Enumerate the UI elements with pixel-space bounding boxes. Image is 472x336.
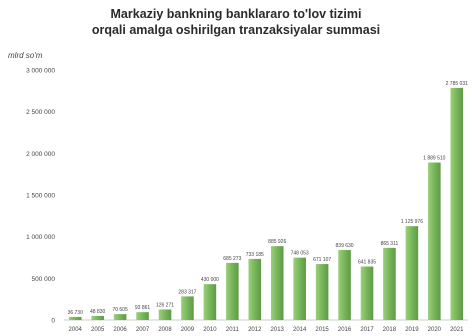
chart-title: Markaziy bankning banklararo to'lov tizi… xyxy=(110,7,362,21)
x-tick-label-2004: 2004 xyxy=(69,327,83,333)
x-tick-label-2006: 2006 xyxy=(113,327,127,333)
data-label-2017: 641 835 xyxy=(358,260,376,266)
x-tick-label-2007: 2007 xyxy=(136,327,150,333)
y-tick-label: 1 000 000 xyxy=(26,234,55,241)
bar-2004 xyxy=(68,316,82,320)
x-tick-label-2015: 2015 xyxy=(315,327,329,333)
x-tick-label-2005: 2005 xyxy=(91,327,105,333)
bar-2016 xyxy=(338,250,351,320)
data-label-2007: 93 861 xyxy=(135,305,151,311)
data-label-2012: 733 185 xyxy=(246,252,264,258)
bar-2018 xyxy=(383,247,396,320)
bar-2013 xyxy=(270,246,284,320)
y-tick-label: 0 xyxy=(51,318,55,325)
data-label-2014: 748 053 xyxy=(291,251,309,257)
bar-2009 xyxy=(181,296,194,320)
bar-2005 xyxy=(91,315,104,320)
x-tick-label-2011: 2011 xyxy=(226,327,240,333)
x-tick-label-2017: 2017 xyxy=(360,327,374,333)
data-label-2008: 126 271 xyxy=(156,302,174,308)
x-tick-label-2016: 2016 xyxy=(338,327,352,333)
data-label-2010: 430 000 xyxy=(201,277,219,283)
x-tick-label-2012: 2012 xyxy=(248,327,262,333)
x-tick-label-2020: 2020 xyxy=(428,327,442,333)
bar-2014 xyxy=(293,257,306,320)
data-label-2015: 671 107 xyxy=(313,257,331,263)
bar-2008 xyxy=(158,309,172,320)
bar-2015 xyxy=(315,264,329,320)
bar-2020 xyxy=(428,162,441,320)
y-tick-label: 2 000 000 xyxy=(26,151,55,158)
x-tick-label-2014: 2014 xyxy=(293,327,307,333)
y-tick-label: 1 500 000 xyxy=(26,193,55,200)
data-label-2018: 865 311 xyxy=(381,241,399,247)
bar-2011 xyxy=(226,262,239,320)
y-tick-label: 2 500 000 xyxy=(26,109,55,116)
y-axis-unit-label: mlrd so'm xyxy=(8,51,43,60)
bar-2006 xyxy=(113,314,127,320)
x-tick-label-2021: 2021 xyxy=(450,327,464,333)
data-label-2020: 1 889 510 xyxy=(423,156,445,162)
x-tick-label-2019: 2019 xyxy=(405,327,419,333)
data-label-2009: 283 317 xyxy=(178,289,196,295)
data-label-2005: 48 830 xyxy=(90,309,106,315)
x-tick-label-2018: 2018 xyxy=(383,327,397,333)
data-label-2006: 70 605 xyxy=(112,307,128,313)
chart-subtitle: orqali amalga oshirilgan tranzaksiyalar … xyxy=(91,23,381,37)
bar-2012 xyxy=(248,258,262,320)
y-tick-label: 500 000 xyxy=(32,276,56,283)
bar-2007 xyxy=(136,312,149,320)
data-label-2013: 885 926 xyxy=(268,239,286,245)
x-tick-label-2013: 2013 xyxy=(271,327,285,333)
data-label-2019: 1 125 976 xyxy=(401,219,423,225)
x-tick-label-2008: 2008 xyxy=(158,327,172,333)
bar-2017 xyxy=(360,266,374,320)
x-tick-label-2010: 2010 xyxy=(203,327,217,333)
data-label-2011: 685 273 xyxy=(223,256,241,262)
data-label-2021: 2 785 031 xyxy=(446,81,468,87)
data-label-2016: 839 630 xyxy=(336,243,354,249)
x-tick-label-2009: 2009 xyxy=(181,327,195,333)
bar-2019 xyxy=(405,226,419,320)
bar-2010 xyxy=(203,284,217,320)
bar-2021 xyxy=(450,87,464,320)
data-label-2004: 36 730 xyxy=(68,310,84,316)
y-tick-label: 3 000 000 xyxy=(26,68,55,75)
